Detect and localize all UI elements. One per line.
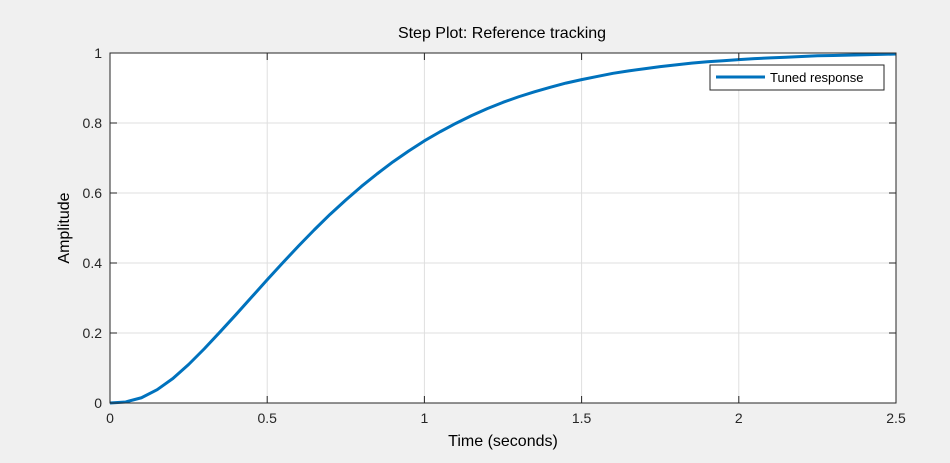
x-tick-label: 2.5 [886, 410, 906, 426]
series-layer [109, 52, 897, 405]
y-tick-label: 0 [94, 395, 102, 411]
x-axis-label: Time (seconds) [448, 433, 558, 450]
y-tick-label: 0.2 [83, 325, 103, 341]
axis-ticks: 0 0.5 1 1.5 2 2.5 0 0.2 0.4 0.6 0.8 1 [83, 45, 906, 426]
y-axis-label: Amplitude [56, 192, 73, 263]
grid-lines [110, 53, 896, 403]
chart-title: Step Plot: Reference tracking [398, 25, 606, 42]
y-tick-label: 0.6 [83, 185, 103, 201]
x-tick-label: 0.5 [257, 410, 277, 426]
legend[interactable]: Tuned response [709, 64, 885, 91]
y-tick-label: 0.4 [83, 255, 103, 271]
plot-border [109, 52, 897, 404]
series-line-tuned-response [109, 52, 897, 405]
y-tick-label: 0.8 [83, 115, 103, 131]
legend-label-tuned-response: Tuned response [770, 70, 863, 85]
plot-area [109, 52, 897, 404]
x-tick-label: 1 [421, 410, 429, 426]
x-tick-label: 2 [735, 410, 743, 426]
x-tick-label: 0 [106, 410, 114, 426]
x-tick-label: 1.5 [572, 410, 592, 426]
y-tick-label: 1 [94, 45, 102, 61]
